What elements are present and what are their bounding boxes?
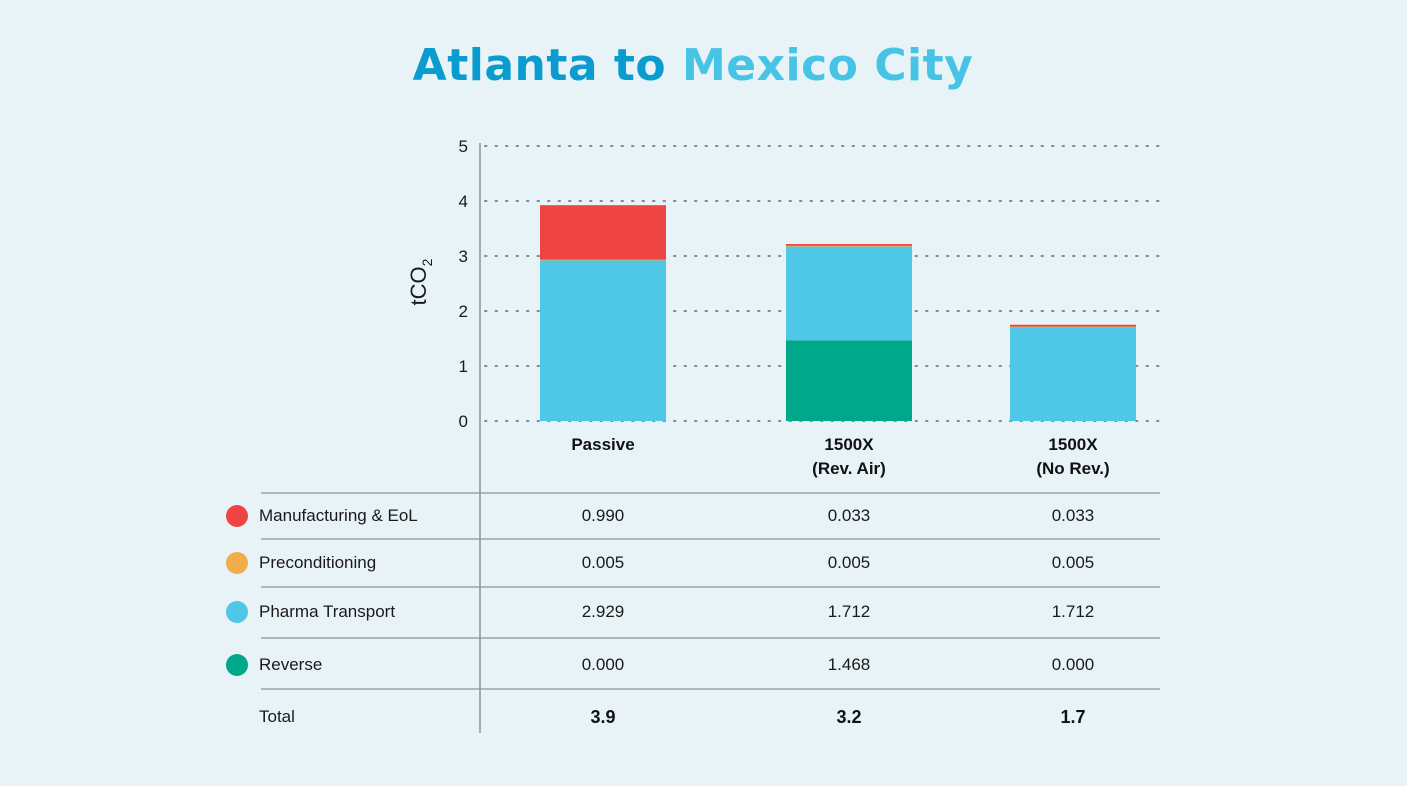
category-label: (No Rev.) xyxy=(1036,459,1109,478)
table-cell: 0.033 xyxy=(1052,506,1095,525)
table-cell: 0.000 xyxy=(1052,655,1095,674)
chart-title: Atlanta to Mexico City xyxy=(0,40,1386,91)
table-cell: 1.712 xyxy=(828,602,871,621)
table-cell: 1.712 xyxy=(1052,602,1095,621)
category-label: (Rev. Air) xyxy=(812,459,886,478)
category-label: 1500X xyxy=(1048,435,1098,454)
y-tick-label: 1 xyxy=(459,357,468,376)
bar-manufacturing-eol xyxy=(540,205,666,260)
legend-dot xyxy=(226,505,248,527)
total-cell: 3.9 xyxy=(590,707,615,727)
table-cell: 1.468 xyxy=(828,655,871,674)
row-label: Preconditioning xyxy=(259,553,376,572)
total-cell: 3.2 xyxy=(836,707,861,727)
bar-reverse xyxy=(786,340,912,421)
title-part-2: Mexico City xyxy=(682,40,974,91)
category-label: Passive xyxy=(571,435,634,454)
legend-dot xyxy=(226,552,248,574)
row-label: Manufacturing & EoL xyxy=(259,506,418,525)
table-cell: 0.990 xyxy=(582,506,625,525)
legend-dot xyxy=(226,654,248,676)
row-label: Pharma Transport xyxy=(259,602,395,621)
bar-preconditioning xyxy=(1010,326,1136,328)
category-label: 1500X xyxy=(824,435,874,454)
bar-pharma-transport xyxy=(1010,326,1136,421)
y-tick-label: 3 xyxy=(459,247,468,266)
table-cell: 0.000 xyxy=(582,655,625,674)
bar-pharma-transport xyxy=(786,246,912,341)
bar-preconditioning xyxy=(540,259,666,261)
y-tick-label: 5 xyxy=(459,137,468,156)
bar-preconditioning xyxy=(786,245,912,247)
y-axis-label: tCO2 xyxy=(406,258,435,305)
total-cell: 1.7 xyxy=(1060,707,1085,727)
bar-manufacturing-eol xyxy=(1010,324,1136,327)
bar-manufacturing-eol xyxy=(786,244,912,246)
y-tick-label: 2 xyxy=(459,302,468,321)
table-cell: 0.005 xyxy=(1052,553,1095,572)
table-cell: 0.033 xyxy=(828,506,871,525)
table-cell: 2.929 xyxy=(582,602,625,621)
bar-pharma-transport xyxy=(540,259,666,421)
total-label: Total xyxy=(259,707,295,726)
legend-dot xyxy=(226,601,248,623)
y-tick-label: 0 xyxy=(459,412,468,431)
table-cell: 0.005 xyxy=(828,553,871,572)
title-part-1: Atlanta to xyxy=(412,40,667,91)
table-cell: 0.005 xyxy=(582,553,625,572)
row-label: Reverse xyxy=(259,655,322,674)
y-tick-label: 4 xyxy=(459,192,468,211)
